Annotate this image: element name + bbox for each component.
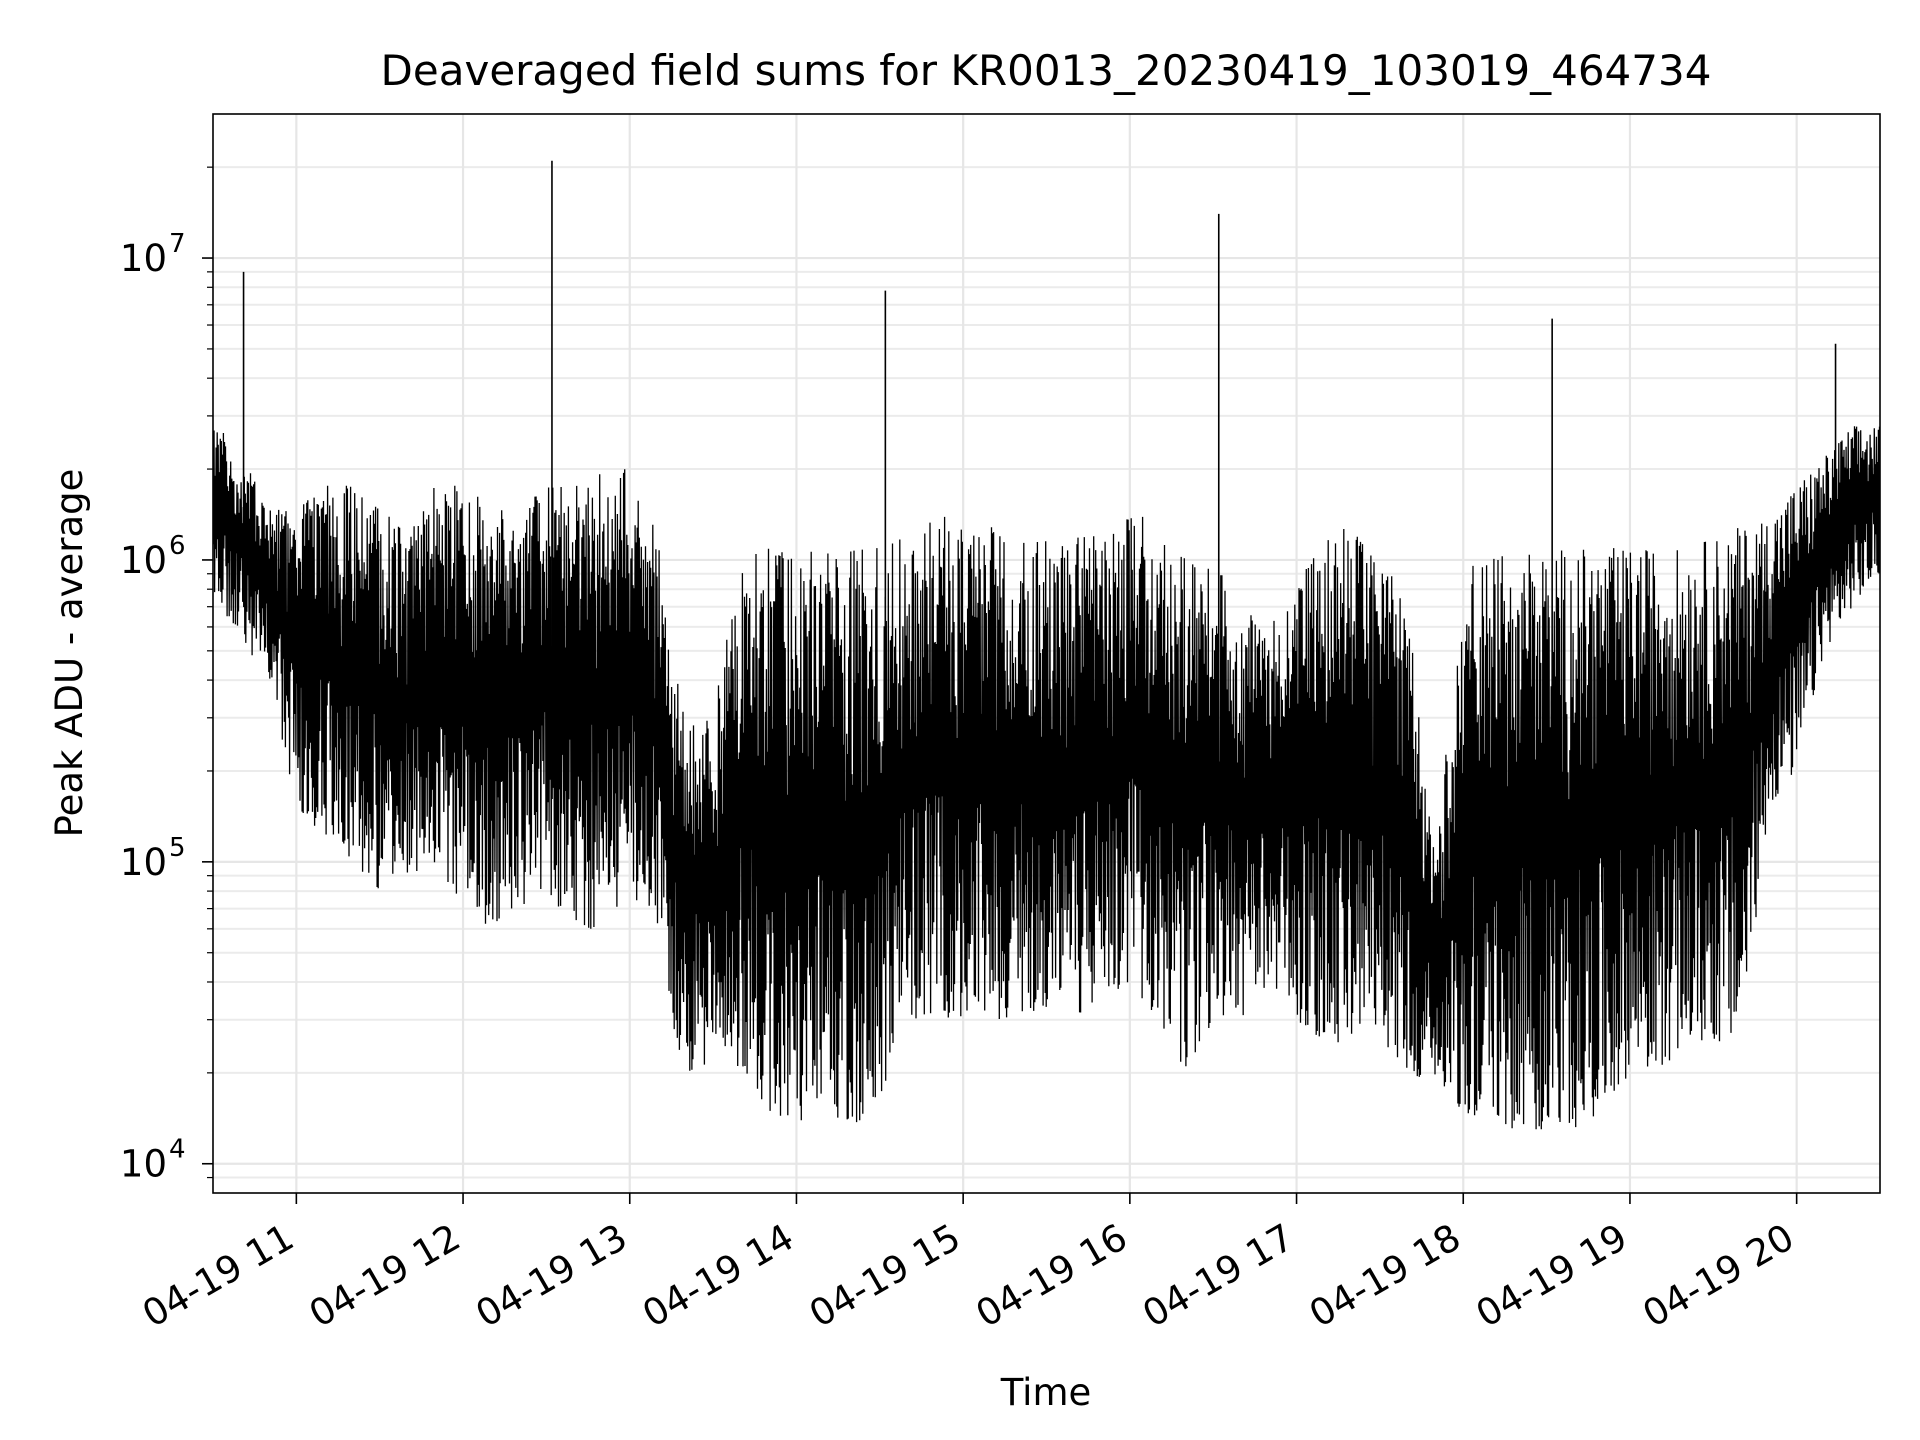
x-axis-label: Time bbox=[1000, 1371, 1092, 1414]
series-group bbox=[213, 160, 1880, 1130]
y-tick-exponent: 7 bbox=[169, 229, 186, 259]
y-axis-label: Peak ADU - average bbox=[48, 469, 91, 838]
plot-frame bbox=[212, 113, 1881, 1194]
y-tick-label: 10 bbox=[120, 841, 167, 884]
y-tick-label: 10 bbox=[120, 1143, 167, 1186]
y-tick-exponent: 4 bbox=[169, 1135, 186, 1165]
chart-title: Deaveraged field sums for KR0013_2023041… bbox=[381, 46, 1712, 95]
y-tick-label: 10 bbox=[120, 237, 167, 280]
plot-area bbox=[213, 160, 1880, 1130]
y-tick-exponent: 6 bbox=[169, 531, 186, 561]
y-tick-exponent: 5 bbox=[169, 833, 186, 863]
series-line bbox=[213, 426, 1880, 1130]
y-tick-label: 10 bbox=[120, 539, 167, 582]
